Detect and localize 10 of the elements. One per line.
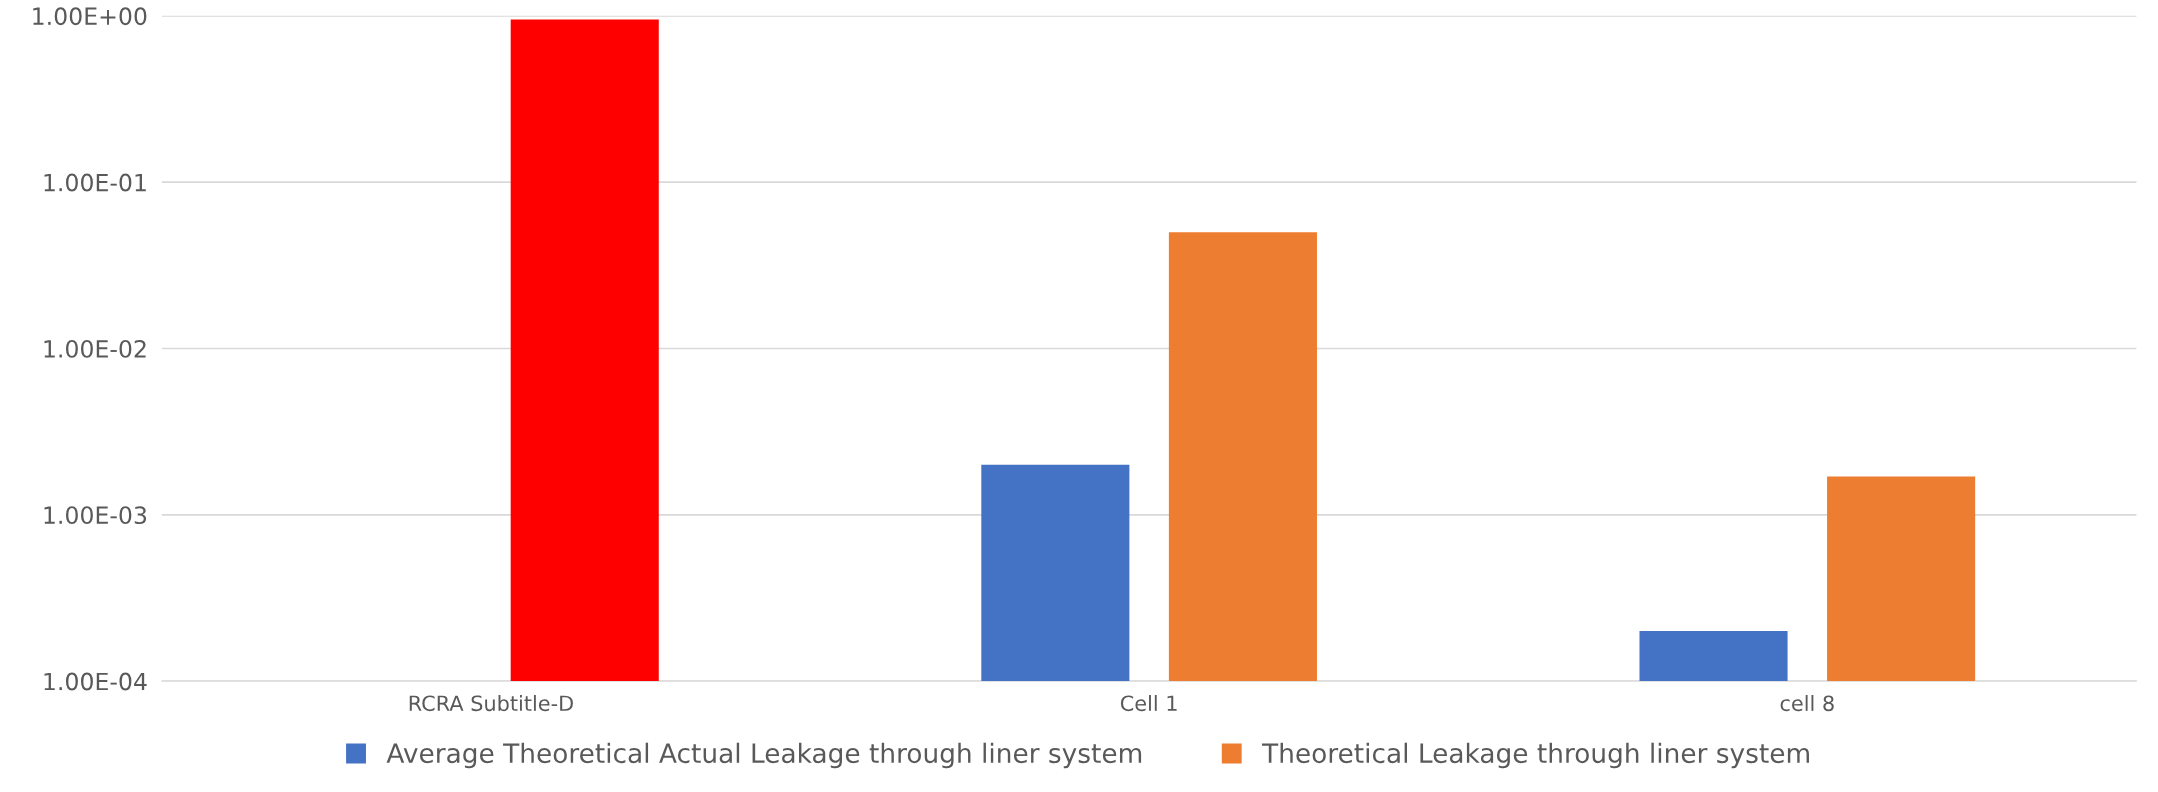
x-tick-label: Cell 1 [1120,695,1177,712]
y-tick-label: 1.00E-03 [44,506,147,525]
y-tick-label: 1.00E+00 [33,7,147,26]
x-tick-label: cell 8 [1780,695,1834,712]
x-tick-label: RCRA Subtitle-D [409,695,573,712]
y-tick-label: 1.00E-04 [44,672,147,691]
y-tick-label: 1.00E-02 [44,339,146,358]
legend-label: Average Theoretical Actual Leakage through liner system [386,742,1142,769]
legend-label: Theoretical Leakage through liner system [1261,742,1809,769]
y-tick-label: 1.00E-01 [44,173,146,192]
